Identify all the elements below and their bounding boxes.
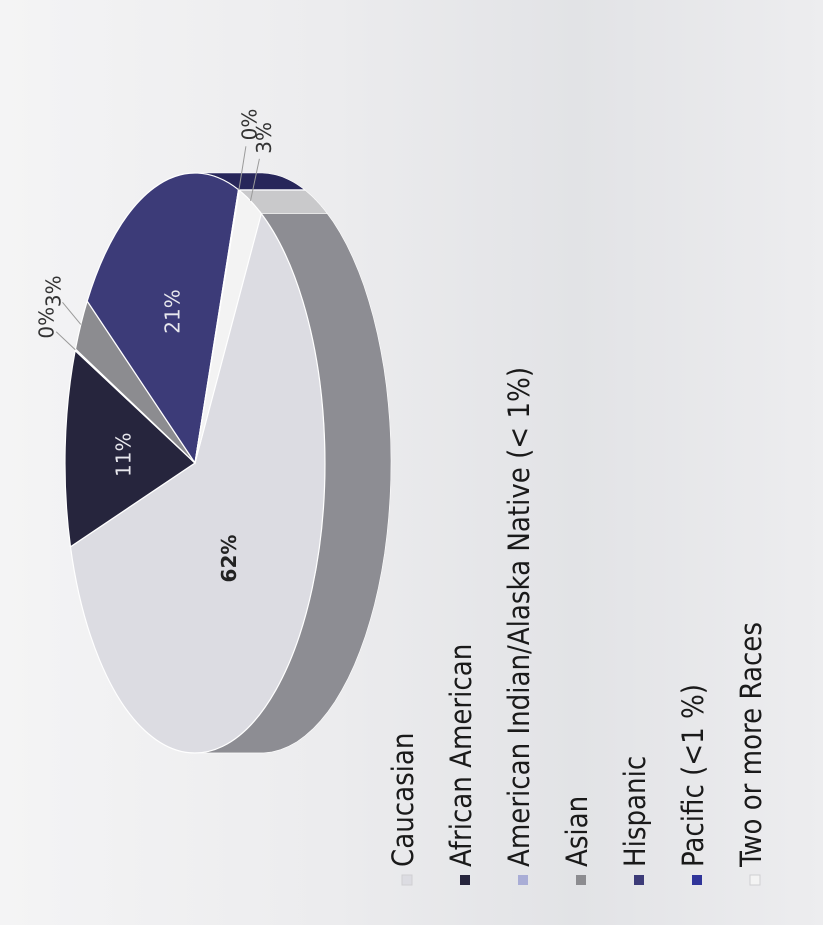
legend-label-african-american: African American — [444, 644, 478, 867]
data-label-asian: 3% — [41, 275, 65, 307]
legend-label-two-or-more-races: Two or more Races — [734, 622, 768, 868]
legend: Caucasian African American American Indian… — [386, 367, 768, 886]
data-label-caucasian: 62% — [217, 535, 241, 583]
data-label-hispanic: 21% — [161, 289, 185, 333]
pie-labels: 62%11%0%3% 21%0%3% — [35, 109, 276, 583]
data-label-pacific-1: 0% — [237, 109, 261, 141]
data-label-american-indian-alaska-native-1: 0% — [35, 307, 59, 339]
legend-swatch-pacific-1 — [692, 875, 702, 885]
legend-label-caucasian: Caucasian — [386, 733, 420, 867]
pie-slice-caucasian — [69, 210, 326, 754]
pie-top — [64, 172, 326, 754]
leader-line-asian — [62, 301, 82, 325]
legend-swatch-hispanic — [634, 875, 644, 885]
legend-swatch-african-american — [460, 875, 470, 885]
pie-slice-hispanic — [86, 172, 240, 465]
leader-line-american-indian-alaska-native-1 — [55, 331, 76, 351]
data-label-african-american: 11% — [112, 432, 136, 476]
legend-swatch-american-indian-alaska-native-1 — [518, 875, 528, 885]
legend-label-pacific-1: Pacific (<1 %) — [676, 684, 710, 867]
pie-slice-african-american — [64, 349, 196, 548]
leader-line-two-or-more-races — [250, 158, 260, 201]
legend-label-asian: Asian — [560, 796, 594, 867]
leader-line-pacific-1 — [238, 146, 247, 191]
pie-sides — [196, 172, 392, 754]
legend-swatch-two-or-more-races — [749, 874, 761, 886]
legend-label-american-indian-alaska-native-1: American Indian/Alaska Native (< 1%) — [502, 367, 536, 867]
legend-swatch-caucasian — [401, 874, 413, 886]
legend-label-hispanic: Hispanic — [618, 756, 652, 867]
data-label-two-or-more-races: 3% — [252, 122, 276, 154]
legend-swatch-asian — [576, 875, 586, 885]
